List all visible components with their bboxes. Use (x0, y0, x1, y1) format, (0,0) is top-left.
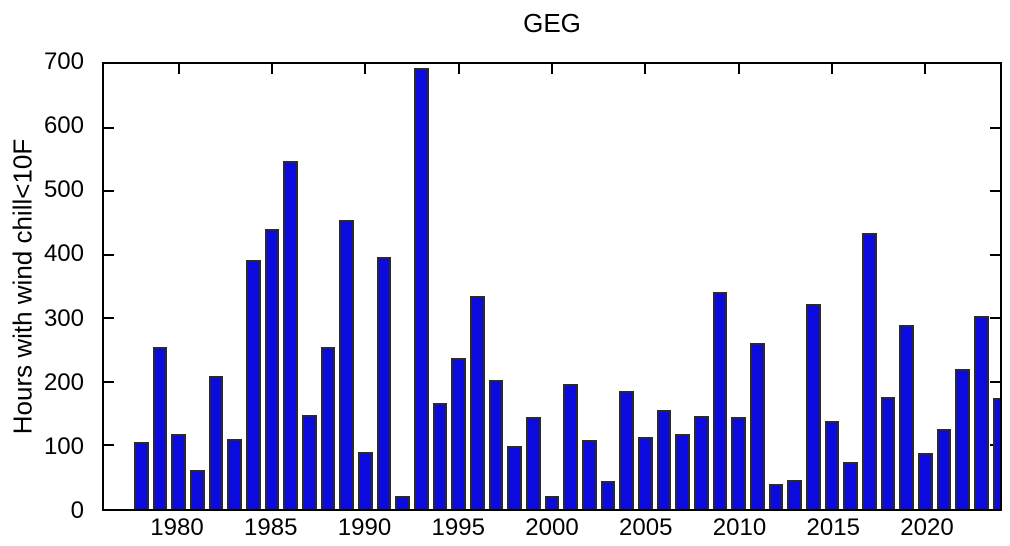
bar-2017 (861, 233, 877, 509)
x-tick-label: 1985 (244, 514, 298, 541)
bar-2018 (880, 397, 896, 509)
y-tick-mark (990, 317, 1000, 320)
bar-2019 (899, 325, 915, 509)
y-tick-mark (104, 380, 114, 383)
bar-1988 (320, 346, 336, 509)
bar-1982 (208, 376, 224, 509)
y-tick-label: 400 (43, 240, 84, 268)
bar-1992 (395, 496, 411, 509)
bar-2013 (787, 480, 803, 509)
bar-2022 (955, 368, 971, 509)
y-tick-mark (104, 317, 114, 320)
bar-1985 (264, 229, 280, 509)
x-tick-mark (271, 64, 273, 74)
x-tick-mark (831, 64, 833, 74)
plot-area (102, 62, 1002, 511)
bar-2012 (768, 484, 784, 509)
bar-2021 (936, 428, 952, 509)
bar-2010 (731, 417, 747, 509)
bar-2016 (843, 461, 859, 509)
bar-1994 (432, 402, 448, 509)
x-tick-label: 1995 (431, 514, 485, 541)
bar-2020 (917, 453, 933, 509)
bar-2009 (712, 292, 728, 509)
y-tick-labels: 0 100 200 300 400 500 600 700 (0, 48, 93, 524)
bar-2014 (805, 304, 821, 509)
bar-1980 (171, 434, 187, 509)
bar-1979 (152, 346, 168, 509)
bar-2023 (973, 316, 989, 509)
bar-2002 (581, 440, 597, 509)
bar-1998 (507, 446, 523, 509)
x-tick-label: 1980 (150, 514, 204, 541)
bar-1996 (469, 296, 485, 509)
y-tick-mark (990, 380, 1000, 383)
x-tick-mark (924, 64, 927, 74)
y-tick-label: 300 (43, 304, 84, 332)
y-tick-label: 700 (43, 48, 84, 75)
x-tick-mark (551, 64, 553, 74)
y-tick-mark (104, 253, 114, 256)
x-tick-labels: 1980 1985 1990 1995 2000 2005 2010 2015 2020 (102, 514, 1002, 546)
x-tick-label: 2010 (712, 514, 767, 541)
bar-2015 (824, 420, 840, 509)
bar-1989 (339, 219, 355, 509)
y-tick-label: 100 (43, 432, 84, 460)
y-tick-mark (104, 190, 114, 193)
bar-1995 (451, 358, 467, 509)
bar-2008 (693, 416, 709, 509)
bar-1978 (133, 441, 149, 509)
bar-1990 (357, 452, 373, 509)
x-tick-mark (644, 64, 647, 74)
bar-1981 (189, 470, 205, 509)
bar-2005 (637, 437, 653, 509)
x-tick-label: 2005 (619, 514, 673, 541)
x-tick-mark (457, 64, 460, 74)
bar-2011 (749, 343, 765, 509)
x-tick-label: 2020 (900, 514, 954, 541)
bar-1991 (376, 257, 392, 509)
bar-2007 (675, 434, 691, 509)
bar-2004 (619, 390, 635, 509)
x-tick-mark (177, 64, 180, 74)
y-tick-label: 0 (70, 497, 84, 524)
x-tick-mark (364, 64, 367, 74)
bar-1997 (488, 379, 504, 509)
y-tick-mark (104, 126, 114, 129)
x-tick-label: 1990 (337, 514, 392, 541)
bar-1993 (413, 68, 429, 509)
y-tick-mark (990, 253, 1000, 256)
bar-1986 (283, 160, 299, 509)
bar-2003 (600, 481, 616, 509)
y-tick-label: 500 (43, 176, 84, 204)
y-tick-mark (104, 444, 114, 447)
bar-1987 (301, 414, 317, 509)
y-tick-label: 200 (43, 368, 84, 396)
y-tick-mark (990, 190, 1000, 193)
y-tick-mark (990, 126, 1000, 129)
x-tick-mark (737, 64, 740, 74)
chart-title: GEG (523, 8, 581, 38)
bar-1984 (245, 259, 261, 509)
bar-2006 (656, 409, 672, 509)
bar-1999 (525, 416, 541, 509)
x-tick-label: 2015 (806, 514, 860, 541)
bar-1983 (227, 439, 243, 509)
y-tick-label: 600 (43, 112, 84, 140)
bar-2024 (992, 398, 1000, 509)
bar-2001 (563, 383, 579, 509)
bar-2000 (544, 495, 560, 509)
x-tick-label: 2000 (525, 514, 579, 541)
